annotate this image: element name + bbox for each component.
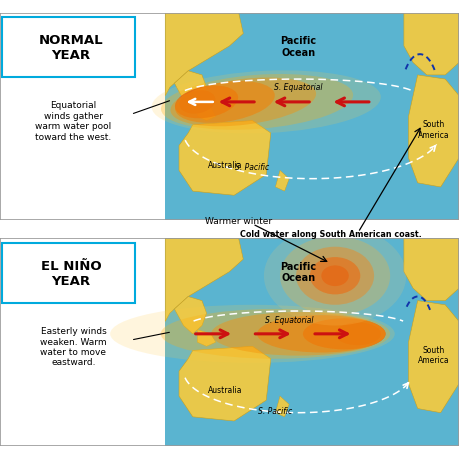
Ellipse shape: [110, 305, 395, 363]
Polygon shape: [275, 396, 289, 417]
Bar: [165, 14, 459, 221]
Text: Cold water along South American coast.: Cold water along South American coast.: [240, 230, 421, 239]
Bar: [0, 239, 165, 446]
Text: EL NIÑO
YEAR: EL NIÑO YEAR: [41, 259, 101, 287]
Ellipse shape: [296, 247, 374, 305]
Polygon shape: [275, 171, 289, 192]
Ellipse shape: [310, 258, 360, 295]
Bar: [0, 14, 165, 221]
Ellipse shape: [170, 78, 316, 127]
Ellipse shape: [179, 91, 215, 115]
Ellipse shape: [335, 323, 381, 345]
Ellipse shape: [257, 315, 386, 353]
Text: South
America: South America: [418, 120, 449, 139]
Ellipse shape: [175, 86, 238, 119]
Polygon shape: [179, 347, 271, 421]
Ellipse shape: [175, 82, 275, 124]
Polygon shape: [174, 297, 207, 334]
Text: S. Equatorial: S. Equatorial: [265, 315, 313, 324]
Text: Equatorial
winds gather
warm water pool
toward the west.: Equatorial winds gather warm water pool …: [35, 101, 112, 142]
Ellipse shape: [161, 75, 353, 131]
Ellipse shape: [211, 313, 386, 356]
Text: Australia: Australia: [207, 385, 242, 394]
Ellipse shape: [303, 318, 386, 349]
Text: S. Equatorial: S. Equatorial: [274, 83, 323, 92]
Text: NORMAL
YEAR: NORMAL YEAR: [39, 34, 103, 62]
Ellipse shape: [161, 309, 390, 359]
Ellipse shape: [321, 266, 349, 287]
Polygon shape: [409, 301, 459, 413]
Bar: [165, 239, 459, 446]
Text: S. Pacific: S. Pacific: [235, 162, 269, 172]
Polygon shape: [179, 121, 271, 196]
Polygon shape: [174, 71, 207, 109]
Ellipse shape: [280, 237, 390, 315]
Text: South
America: South America: [418, 345, 449, 364]
FancyBboxPatch shape: [2, 18, 135, 78]
Ellipse shape: [151, 71, 381, 134]
Text: Australia: Australia: [207, 160, 242, 169]
Ellipse shape: [264, 227, 406, 326]
Polygon shape: [165, 239, 243, 322]
Text: Warmer winter: Warmer winter: [205, 216, 272, 225]
Polygon shape: [404, 239, 459, 301]
Text: Pacific
Ocean: Pacific Ocean: [280, 261, 316, 283]
Polygon shape: [404, 14, 459, 76]
Polygon shape: [197, 330, 216, 347]
Text: S. Pacific: S. Pacific: [258, 406, 292, 415]
Polygon shape: [197, 105, 216, 121]
Text: Pacific
Ocean: Pacific Ocean: [280, 36, 316, 57]
Text: Easterly winds
weaken. Warm
water to move
eastward.: Easterly winds weaken. Warm water to mov…: [40, 327, 107, 367]
FancyBboxPatch shape: [2, 243, 135, 303]
Polygon shape: [165, 14, 243, 96]
Polygon shape: [409, 76, 459, 187]
